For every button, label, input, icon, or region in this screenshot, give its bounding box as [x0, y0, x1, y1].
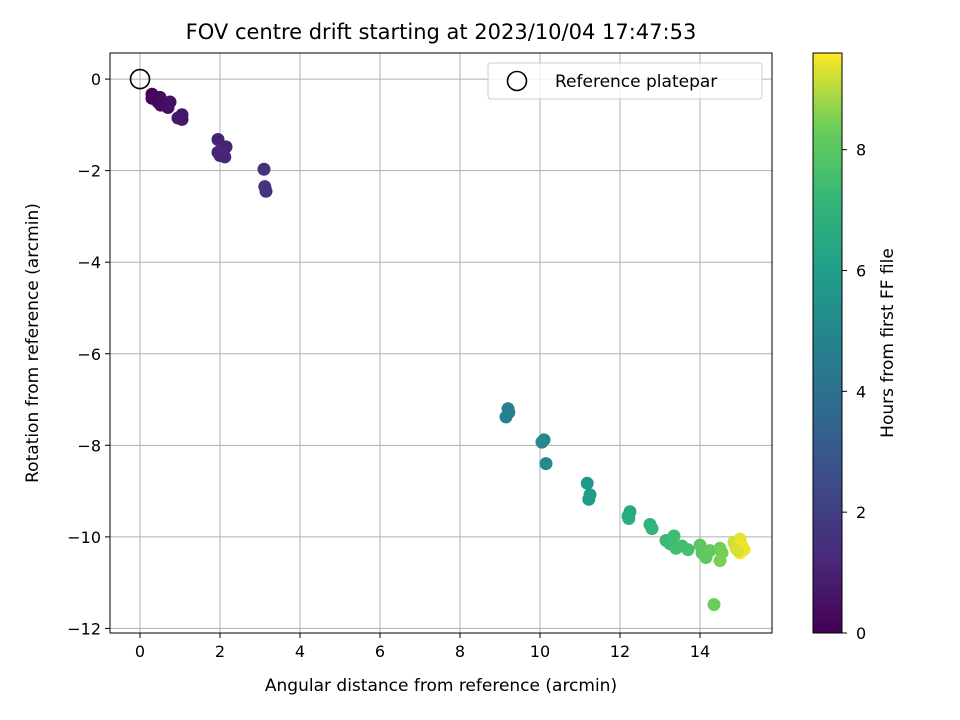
- data-point: [215, 147, 229, 161]
- y-tick-label: −4: [77, 253, 101, 272]
- data-point: [713, 554, 727, 568]
- colorbar-tick-label: 8: [856, 141, 866, 160]
- data-point: [681, 543, 695, 557]
- colorbar-tick-label: 6: [856, 262, 866, 281]
- data-point: [535, 435, 549, 449]
- data-points: [145, 87, 751, 612]
- colorbar-tick-label: 0: [856, 624, 866, 643]
- data-point: [703, 544, 717, 558]
- legend-label: Reference platepar: [555, 72, 717, 92]
- x-axis-label: Angular distance from reference (arcmin): [265, 676, 617, 696]
- data-point: [539, 457, 553, 471]
- data-point: [163, 95, 177, 109]
- y-tick-label: −2: [77, 162, 101, 181]
- data-point: [171, 111, 185, 125]
- x-tick-label: 0: [135, 642, 145, 661]
- x-axis-ticks: 0 2 4 6 8 10 12 14: [135, 633, 710, 661]
- x-tick-label: 14: [690, 642, 710, 661]
- y-tick-label: −6: [77, 345, 101, 364]
- x-tick-label: 10: [530, 642, 550, 661]
- data-point: [499, 410, 513, 424]
- x-tick-label: 4: [295, 642, 305, 661]
- colorbar-ticks: 0 2 4 6 8: [842, 141, 866, 643]
- data-point: [257, 162, 271, 176]
- data-point: [731, 544, 745, 558]
- colorbar-tick-label: 2: [856, 503, 866, 522]
- data-point: [667, 529, 681, 543]
- colorbar-tick-label: 4: [856, 382, 866, 401]
- legend: Reference platepar: [487, 62, 763, 100]
- colorbar-label: Hours from first FF file: [878, 248, 898, 438]
- x-tick-label: 6: [375, 642, 385, 661]
- data-point: [259, 184, 273, 198]
- data-point: [582, 492, 596, 506]
- data-point: [707, 598, 721, 612]
- chart-title: FOV centre drift starting at 2023/10/04 …: [186, 20, 697, 44]
- x-tick-label: 2: [215, 642, 225, 661]
- y-tick-label: −8: [77, 436, 101, 455]
- data-point: [622, 512, 636, 526]
- x-tick-label: 8: [455, 642, 465, 661]
- legend-marker: [506, 70, 528, 92]
- plot-frame: [109, 52, 773, 634]
- legend-box: [487, 62, 763, 100]
- y-tick-label: −10: [67, 528, 101, 547]
- colorbar: [812, 52, 843, 634]
- y-axis-ticks: 0 −2 −4 −6 −8 −10 −12: [67, 70, 110, 638]
- y-axis-label: Rotation from reference (arcmin): [23, 203, 43, 483]
- reference-platepar-marker: [129, 68, 151, 90]
- y-tick-label: 0: [91, 70, 101, 89]
- data-point: [645, 522, 659, 536]
- y-tick-label: −12: [67, 619, 101, 638]
- x-tick-label: 12: [610, 642, 630, 661]
- data-point: [580, 476, 594, 490]
